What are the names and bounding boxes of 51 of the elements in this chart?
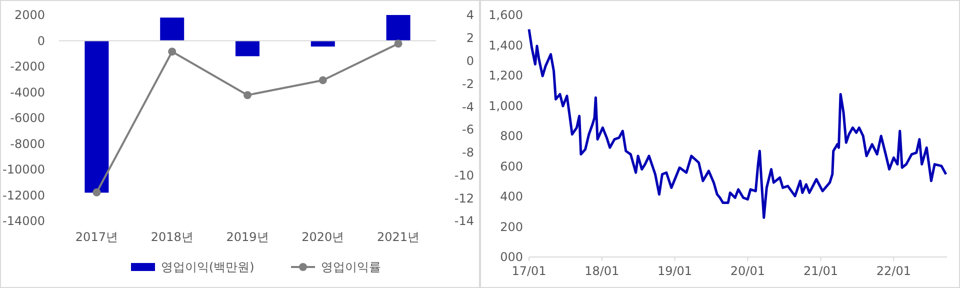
y-tick-label: -14000	[2, 214, 45, 228]
point	[318, 76, 327, 84]
x-tick-label: 18/01	[584, 264, 620, 278]
x-tick-label: 2021년	[377, 230, 420, 244]
y2-tick-label: -2	[462, 76, 474, 91]
y-tick-label: 200	[500, 220, 523, 234]
y2-tick-label: -10	[454, 168, 474, 182]
y2-tick-label: -12	[454, 191, 474, 206]
y-tick-label: -8000	[10, 136, 45, 151]
legend-label: 영업이익(백만원)	[161, 260, 254, 274]
y2-tick-label: 4	[466, 8, 474, 22]
y-tick-label: -12000	[2, 188, 45, 202]
y-tick-label: 1,400	[488, 38, 523, 52]
x-tick-label: 19/01	[657, 264, 692, 278]
x-tick-label: 20/01	[730, 264, 765, 278]
y2-tick-label: 2	[466, 31, 474, 46]
y2-tick-label: 0	[466, 54, 474, 68]
y-tick-label: -2000	[10, 60, 45, 74]
bar	[84, 40, 109, 193]
x-tick-label: 2019년	[226, 230, 269, 244]
y-tick-label: 600	[500, 159, 523, 174]
bar	[236, 40, 260, 56]
x-tick-label: 22/01	[876, 264, 911, 278]
line-series	[528, 28, 948, 219]
x-tick-label: 21/01	[803, 264, 838, 278]
x-tick-label: 2018년	[150, 230, 194, 244]
y2-tick-label: -14	[454, 214, 474, 228]
legend-label: 영업이익률	[321, 260, 381, 274]
x-tick-label: 2017년	[75, 230, 118, 244]
y-tick-label: 1,600	[488, 8, 523, 22]
y-tick-label: 2000	[14, 8, 45, 22]
y2-tick-label: -6	[462, 122, 474, 137]
x-tick-label: 17/01	[512, 264, 546, 278]
y-tick-label: 1,200	[488, 68, 523, 83]
y-tick-label: -4000	[10, 85, 45, 100]
y-tick-label: -6000	[10, 111, 45, 126]
bar	[386, 15, 410, 41]
y2-tick-label: -8	[462, 146, 474, 160]
point	[168, 48, 176, 56]
y-tick-label: 1,000	[488, 98, 523, 113]
y2-tick-label: -4	[462, 100, 474, 114]
bar	[160, 18, 184, 41]
x-tick-label: 2020년	[302, 230, 344, 244]
point	[394, 40, 402, 48]
y-tick-label: 400	[500, 190, 523, 204]
point	[244, 91, 252, 100]
y-tick-label: -10000	[2, 162, 45, 177]
point	[92, 188, 101, 196]
y-tick-label: 0	[37, 34, 45, 48]
y-tick-label: 800	[500, 129, 523, 144]
y-tick-label: 000	[500, 250, 523, 264]
